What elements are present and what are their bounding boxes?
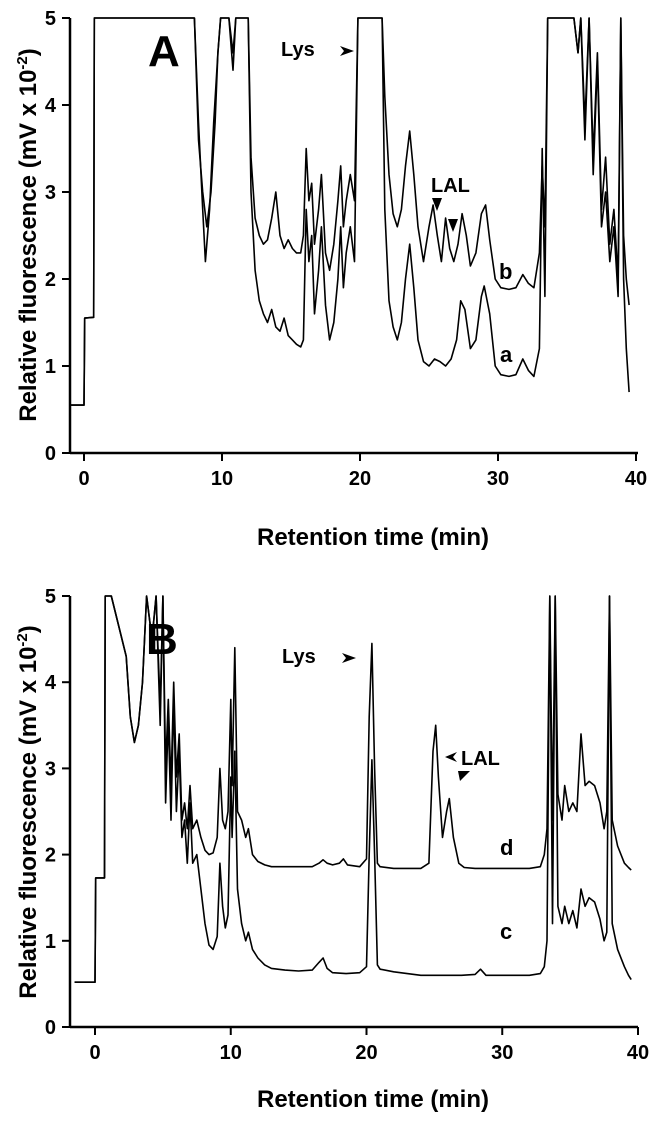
panel-b-trace-d [74,595,632,983]
panel-a-y-tick-label: 0 [45,443,56,465]
panel-a-lal-label: LAL [431,175,470,197]
panel-a-x-tick-label: 20 [349,468,371,490]
panel-a-lys-label: Lys [281,39,315,61]
panel-b-y-tick-label: 0 [45,1017,56,1039]
panel-b-x-tick-label: 20 [355,1042,377,1064]
panel-a-axes [68,18,638,455]
panel-a-x-title: Retention time (min) [257,524,489,551]
panel-a-label-b: b [499,259,512,284]
panel-a-lal-arrow-2 [448,219,458,232]
panel-a-y-title: Relative fluorescence (mV x 10-2) [14,48,42,422]
panel-b-x-tick-label: 40 [627,1042,649,1064]
svg-text:Relative fluorescence (mV x 10: Relative fluorescence (mV x 10-2) [14,48,42,422]
panel-b-y-tick-label: 3 [45,758,56,780]
panel-b-chart: Relative fluorescence (mV x 10-2) Retent… [14,586,649,1113]
panel-a-trace-b [70,17,630,406]
panel-a-y-tick-label: 1 [45,356,56,378]
panel-b-ticks: 0 1 2 3 4 5 0 10 20 30 40 [45,586,649,1064]
panel-b-lal-annotation: LAL [445,748,500,781]
panel-b-y-title-exp: -2 [14,633,31,646]
panel-a-lys-arrow [340,46,354,56]
panel-a-x-tick-label: 40 [625,468,647,490]
panel-b-x-title: Retention time (min) [257,1086,489,1113]
panel-a-y-title-main: Relative fluorescence (mV x 10 [15,70,42,422]
panel-a-ticks: 0 1 2 3 4 5 0 10 20 30 40 [45,8,647,490]
svg-text:Relative fluorescence (mV x 10: Relative fluorescence (mV x 10-2) [14,625,42,999]
panel-a-lal-annotation: LAL [431,175,470,232]
panel-a-lys-annotation: Lys [281,39,354,61]
panel-a-chart: Relative fluorescence (mV x 10-2) Retent… [14,8,647,551]
panel-b-lal-arrow-1 [445,752,457,762]
panel-b-lal-label: LAL [461,748,500,770]
panel-b-traces [74,595,632,983]
panel-b-y-tick-label: 5 [45,586,56,608]
panel-b-y-tick-label: 1 [45,931,56,953]
panel-b-x-tick-label: 10 [220,1042,242,1064]
panel-a-y-title-end: ) [15,48,42,56]
panel-b-label-c: c [500,919,512,944]
panel-a-traces [70,17,630,406]
panel-b-lys-arrow [342,653,356,663]
panel-b-axes [68,596,638,1029]
panel-b-y-title-main: Relative fluorescence (mV x 10 [15,647,42,999]
panel-a-letter: A [148,27,180,76]
panel-a-label-a: a [500,342,513,367]
panel-a-y-tick-label: 4 [45,95,57,117]
panel-a-y-tick-label: 3 [45,182,56,204]
panel-b-y-tick-label: 4 [45,672,57,694]
panel-b-y-title: Relative fluorescence (mV x 10-2) [14,625,42,999]
panel-b-lal-arrow-2 [458,771,470,781]
panel-a-y-tick-label: 5 [45,8,56,30]
panel-a-y-tick-label: 2 [45,269,56,291]
panel-b-lys-label: Lys [282,646,316,668]
panel-a-lal-arrow-1 [432,198,442,211]
panel-a-y-title-exp: -2 [14,56,31,69]
panel-b-label-d: d [500,835,513,860]
panel-a-x-tick-label: 0 [78,468,89,490]
panel-a-x-tick-label: 10 [211,468,233,490]
panel-b-x-tick-label: 0 [89,1042,100,1064]
panel-b-x-tick-label: 30 [491,1042,513,1064]
panel-b-y-title-end: ) [15,625,42,633]
panel-a-x-tick-label: 30 [487,468,509,490]
panel-b-y-tick-label: 2 [45,845,56,867]
panel-b-lys-annotation: Lys [282,646,356,668]
